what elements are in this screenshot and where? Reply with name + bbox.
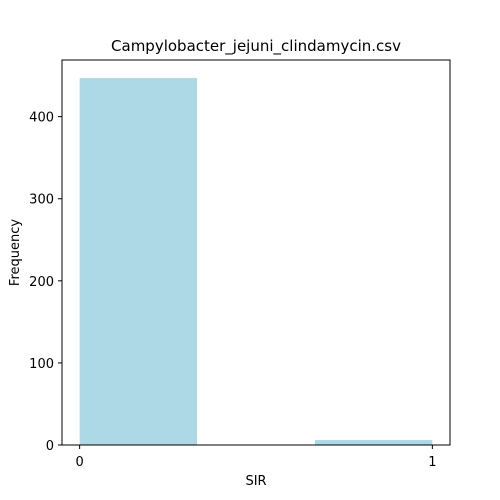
histogram-bar-1 (314, 440, 433, 445)
y-axis-ticks: 0 100 200 300 400 (29, 111, 62, 454)
y-tick-label: 0 (46, 439, 54, 454)
bars-group (79, 78, 433, 446)
y-tick-label: 400 (29, 111, 54, 126)
plot-area-frame (61, 59, 451, 446)
y-tick-label: 300 (29, 193, 54, 208)
x-tick-label: 0 (75, 455, 83, 470)
y-tick-label: 100 (29, 357, 54, 372)
x-axis-label: SIR (245, 474, 266, 489)
y-tick-label: 200 (29, 275, 54, 290)
histogram-bar-0 (79, 78, 198, 446)
x-tick-label: 1 (428, 455, 436, 470)
y-axis-label: Frequency (8, 219, 23, 286)
chart-title: Campylobacter_jejuni_clindamycin.csv (111, 37, 401, 56)
